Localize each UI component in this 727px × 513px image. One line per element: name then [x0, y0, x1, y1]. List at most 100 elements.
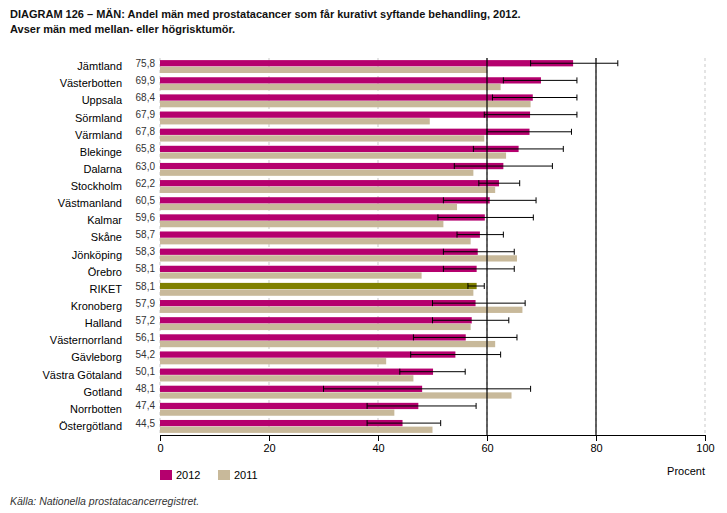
- error-bar: [443, 249, 514, 255]
- error-bar: [367, 403, 476, 409]
- x-axis-line: [161, 436, 706, 442]
- x-axis-title: Procent: [667, 465, 705, 477]
- y-tick: Västerbotten: [60, 77, 122, 89]
- error-bar: [443, 266, 514, 272]
- data-label: 56,1: [136, 332, 156, 343]
- grid-line: [596, 58, 597, 435]
- reference-line: [595, 58, 596, 435]
- error-bar: [413, 334, 517, 340]
- x-tick-label: 100: [696, 442, 714, 454]
- legend: 20122011: [160, 469, 258, 481]
- y-tick-label: Gotland: [83, 386, 122, 398]
- data-label: 60,5: [136, 195, 156, 206]
- x-tick-label: 40: [372, 442, 384, 454]
- x-tick-mark: [487, 435, 488, 441]
- x-tick: 60: [481, 435, 493, 454]
- bar: [160, 67, 487, 73]
- bar: [160, 317, 472, 323]
- data-label: 75,8: [136, 58, 156, 69]
- data-label: 58,3: [136, 246, 156, 257]
- error-bar: [400, 369, 465, 375]
- y-tick: Stockholm: [71, 180, 122, 192]
- x-tick: 20: [263, 435, 275, 454]
- data-label: 59,6: [136, 212, 156, 223]
- y-tick-label: Västernorrland: [50, 334, 122, 346]
- data-label: 57,9: [136, 298, 156, 309]
- y-tick-label: Kronoberg: [71, 300, 122, 312]
- bar: [160, 101, 531, 107]
- y-tick: Norrbotten: [70, 403, 122, 415]
- error-bar: [438, 214, 533, 220]
- data-label: 58,1: [136, 263, 156, 274]
- error-bar: [457, 232, 503, 238]
- y-tick-label: Halland: [85, 317, 122, 329]
- bar: [160, 221, 443, 227]
- bar: [160, 272, 422, 278]
- y-tick-label: Västerbotten: [60, 77, 122, 89]
- bar: [160, 369, 433, 375]
- y-tick-label: Kalmar: [87, 214, 122, 226]
- y-tick-label: Gävleborg: [71, 351, 122, 363]
- data-label: 65,8: [136, 143, 156, 154]
- error-bar: [468, 283, 484, 289]
- bar: [160, 307, 522, 313]
- data-label: 47,4: [136, 400, 156, 411]
- y-tick-label: Jönköping: [72, 249, 122, 261]
- error-bar: [433, 300, 526, 306]
- bar: [160, 266, 477, 272]
- bar: [160, 170, 473, 176]
- data-label: 67,8: [136, 126, 156, 137]
- bar: [160, 375, 413, 381]
- data-label: 44,5: [136, 418, 156, 429]
- marks: [160, 60, 573, 433]
- error-bar: [324, 386, 531, 392]
- bar: [160, 84, 501, 90]
- bar: [160, 197, 490, 203]
- legend-item: 2012: [160, 469, 200, 481]
- data-labels: 75,869,968,467,967,865,863,062,260,559,6…: [136, 58, 156, 429]
- error-bars: [324, 60, 618, 426]
- error-bar: [484, 112, 577, 118]
- error-bar: [454, 163, 552, 169]
- bar: [160, 231, 480, 237]
- bar: [160, 238, 471, 244]
- bar: [160, 358, 386, 364]
- x-tick-mark: [378, 435, 379, 441]
- error-bar: [367, 420, 441, 426]
- bar: [160, 341, 495, 347]
- y-tick-label: Värmland: [75, 129, 122, 141]
- x-tick: 40: [372, 435, 384, 454]
- plot: 75,869,968,467,967,865,863,062,260,559,6…: [43, 58, 715, 481]
- bar: [160, 77, 541, 83]
- data-label: 62,2: [136, 178, 156, 189]
- bar: [160, 187, 495, 193]
- y-tick: Jämtland: [77, 60, 122, 72]
- y-tick: Blekinge: [80, 146, 122, 158]
- data-label: 54,2: [136, 349, 156, 360]
- chart: DIAGRAM 126 – MÄN: Andel män med prostat…: [0, 0, 727, 513]
- bar: [160, 283, 477, 289]
- y-tick-label: Örebro: [88, 266, 122, 278]
- data-label: 67,9: [136, 109, 156, 120]
- bar: [160, 163, 503, 169]
- data-label: 58,7: [136, 229, 156, 240]
- bar: [160, 112, 530, 118]
- y-tick: Jönköping: [72, 249, 122, 261]
- y-tick-label: Sörmland: [75, 111, 122, 123]
- legend-label: 2012: [176, 469, 200, 481]
- x-tick-mark: [596, 435, 597, 441]
- y-tick-label: Stockholm: [71, 180, 122, 192]
- y-tick: Västra Götaland: [43, 369, 123, 381]
- y-tick-label: Västmanland: [58, 197, 122, 209]
- y-tick: Gävleborg: [71, 351, 122, 363]
- error-bar: [503, 77, 577, 83]
- y-tick: Värmland: [75, 129, 122, 141]
- x-axis: 020406080100: [157, 435, 714, 454]
- x-tick-mark: [160, 435, 161, 441]
- data-label: 50,1: [136, 366, 156, 377]
- y-tick: Uppsala: [82, 94, 123, 106]
- y-tick-label: Västra Götaland: [43, 369, 123, 381]
- y-tick-label: Skåne: [91, 231, 122, 243]
- bar: [160, 60, 573, 66]
- x-tick: 80: [590, 435, 602, 454]
